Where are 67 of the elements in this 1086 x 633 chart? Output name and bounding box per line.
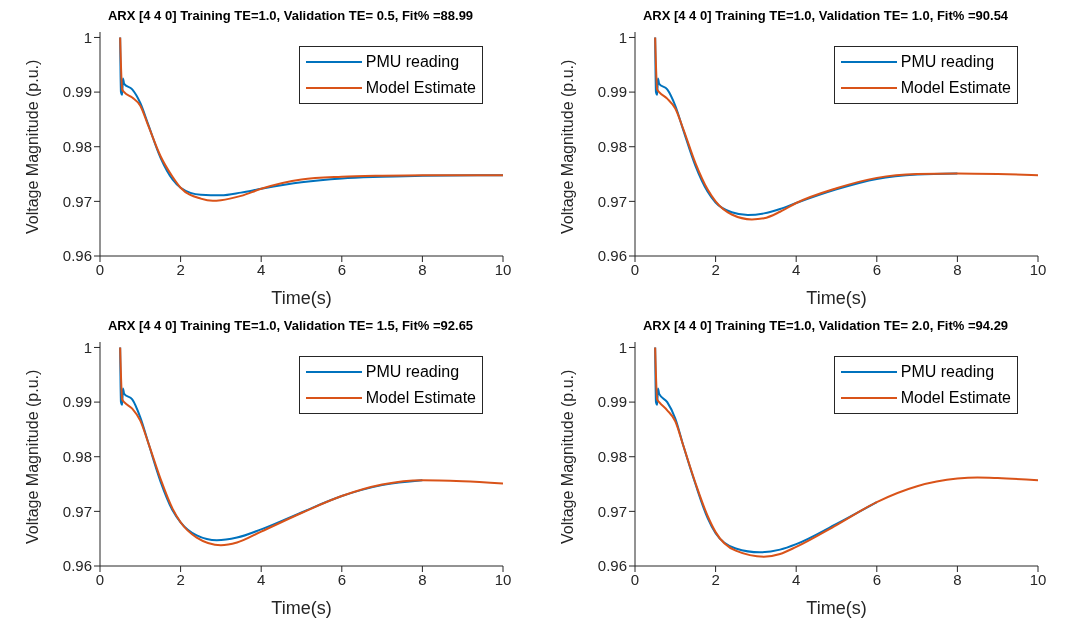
y-tick-label: 0.96 xyxy=(597,557,627,575)
legend-label: PMU reading xyxy=(900,53,995,71)
legend-label: Model Estimate xyxy=(900,389,1011,407)
x-tick-label: 0 xyxy=(95,570,105,588)
legend-label: PMU reading xyxy=(365,363,460,381)
x-tick-label: 0 xyxy=(630,260,640,278)
x-axis-title: Time(s) xyxy=(806,598,867,618)
x-tick-label: 2 xyxy=(176,260,185,278)
x-tick-label: 0 xyxy=(630,570,640,588)
y-axis-title: Voltage Magnitude (p.u.) xyxy=(23,369,41,544)
y-tick-label: 0.97 xyxy=(62,502,92,520)
x-axis-title: Time(s) xyxy=(271,598,332,618)
legend-label: PMU reading xyxy=(900,363,995,381)
x-tick-label: 10 xyxy=(1029,260,1047,278)
x-axis-title: Time(s) xyxy=(271,288,332,308)
x-tick-label: 0 xyxy=(95,260,105,278)
x-tick-label: 6 xyxy=(872,570,881,588)
y-tick-label: 0.96 xyxy=(62,557,92,575)
y-tick-label: 0.99 xyxy=(62,393,92,411)
x-tick-label: 8 xyxy=(953,570,962,588)
legend-label: Model Estimate xyxy=(365,79,476,97)
y-tick-label: 0.99 xyxy=(62,83,92,101)
line-series xyxy=(654,36,1038,221)
y-tick-label: 0.97 xyxy=(62,192,92,210)
x-tick-label: 6 xyxy=(872,260,881,278)
y-axis-title: Voltage Magnitude (p.u.) xyxy=(558,59,576,234)
legend-label: Model Estimate xyxy=(900,79,1011,97)
x-tick-label: 2 xyxy=(711,570,720,588)
y-axis-title: Voltage Magnitude (p.u.) xyxy=(558,369,576,544)
x-tick-label: 8 xyxy=(953,260,962,278)
y-tick-label: 0.96 xyxy=(62,247,92,265)
y-tick-label: 1 xyxy=(618,338,627,356)
y-tick-label: 0.98 xyxy=(597,448,627,466)
x-tick-label: 6 xyxy=(337,570,346,588)
x-tick-label: 4 xyxy=(792,260,801,278)
x-tick-label: 10 xyxy=(494,260,512,278)
y-tick-label: 1 xyxy=(83,28,92,46)
y-tick-label: 0.96 xyxy=(597,247,627,265)
chart-title: ARX [4 4 0] Training TE=1.0, Validation TE= 1.0, Fit% =90.54 xyxy=(641,8,1010,25)
y-tick-label: 1 xyxy=(618,28,627,46)
x-tick-label: 8 xyxy=(418,260,427,278)
y-tick-label: 0.98 xyxy=(62,138,92,156)
x-tick-label: 10 xyxy=(1029,570,1047,588)
y-tick-label: 0.97 xyxy=(597,502,627,520)
x-tick-label: 8 xyxy=(418,570,427,588)
legend-label: PMU reading xyxy=(365,53,460,71)
chart-title: ARX [4 4 0] Training TE=1.0, Validation TE= 1.5, Fit% =92.65 xyxy=(106,318,475,335)
y-tick-label: 0.98 xyxy=(62,448,92,466)
x-tick-label: 6 xyxy=(337,260,346,278)
line-series xyxy=(654,346,1038,558)
x-tick-label: 2 xyxy=(176,570,185,588)
x-tick-label: 4 xyxy=(257,260,266,278)
legend-label: Model Estimate xyxy=(365,389,476,407)
chart-title: ARX [4 4 0] Training TE=1.0, Validation TE= 0.5, Fit% =88.99 xyxy=(106,8,475,25)
x-tick-label: 4 xyxy=(257,570,266,588)
x-axis-title: Time(s) xyxy=(806,288,867,308)
x-tick-label: 10 xyxy=(494,570,512,588)
y-tick-label: 0.99 xyxy=(597,83,627,101)
line-series xyxy=(119,346,503,547)
y-tick-label: 1 xyxy=(83,338,92,356)
y-tick-label: 0.99 xyxy=(597,393,627,411)
chart-title: ARX [4 4 0] Training TE=1.0, Validation TE= 2.0, Fit% =94.29 xyxy=(641,318,1010,335)
y-axis-title: Voltage Magnitude (p.u.) xyxy=(23,59,41,234)
x-tick-label: 2 xyxy=(711,260,720,278)
x-tick-label: 4 xyxy=(792,570,801,588)
y-tick-label: 0.98 xyxy=(597,138,627,156)
y-tick-label: 0.97 xyxy=(597,192,627,210)
